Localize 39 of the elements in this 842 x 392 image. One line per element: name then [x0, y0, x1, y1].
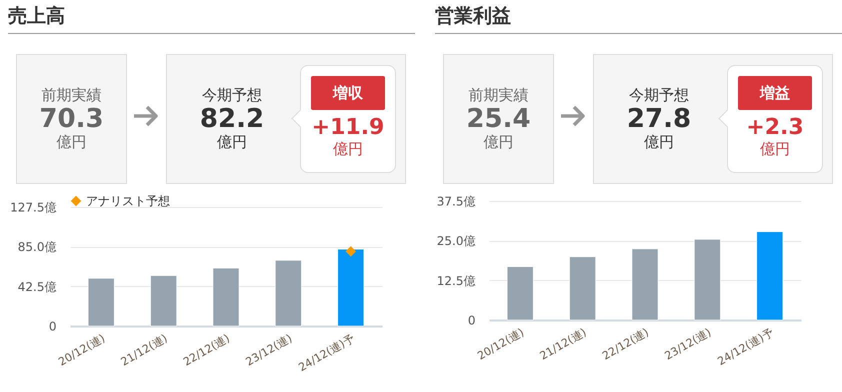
bar [632, 248, 658, 320]
y-tick-label: 37.5億 [436, 194, 476, 208]
text: 億円 [216, 133, 248, 151]
text: 億円 [332, 140, 364, 158]
y-tick-label: 127.5億 [10, 200, 56, 214]
text: 今期予想 [628, 85, 690, 105]
text: +11.9 [310, 115, 386, 140]
y-tick-label: 25.0億 [436, 234, 476, 248]
legend-label: アナリスト予想 [86, 194, 170, 208]
text: 億円 [482, 133, 514, 151]
text: 70.3 [38, 104, 105, 134]
text: 前期実績 [40, 85, 102, 105]
y-tick-label: 42.5億 [18, 280, 56, 294]
bar [88, 278, 114, 326]
text: 増益 [738, 76, 812, 110]
text: 営業利益 [435, 4, 511, 28]
bar [338, 249, 364, 326]
y-tick-label: 85.0億 [18, 240, 56, 254]
text: 億円 [56, 133, 88, 151]
text: 82.2 [198, 104, 266, 134]
bar [756, 232, 784, 320]
bar [212, 268, 240, 326]
bar [506, 266, 534, 320]
y-tick-label: 0 [48, 320, 56, 334]
text: 億円 [759, 140, 791, 158]
y-tick-label: 12.5億 [436, 274, 476, 288]
text: 増収 [311, 76, 385, 110]
text: 億円 [643, 133, 675, 151]
text: 27.8 [626, 104, 692, 134]
text: 25.4 [465, 104, 532, 134]
bar [694, 239, 721, 320]
text: 前期実績 [468, 85, 530, 105]
bar [150, 275, 177, 326]
y-tick-label: 0 [468, 314, 476, 328]
text: 今期予想 [201, 85, 263, 105]
bar [275, 260, 302, 326]
text: 売上高 [8, 4, 65, 28]
text: +2.3 [745, 115, 805, 140]
bar [569, 256, 596, 320]
